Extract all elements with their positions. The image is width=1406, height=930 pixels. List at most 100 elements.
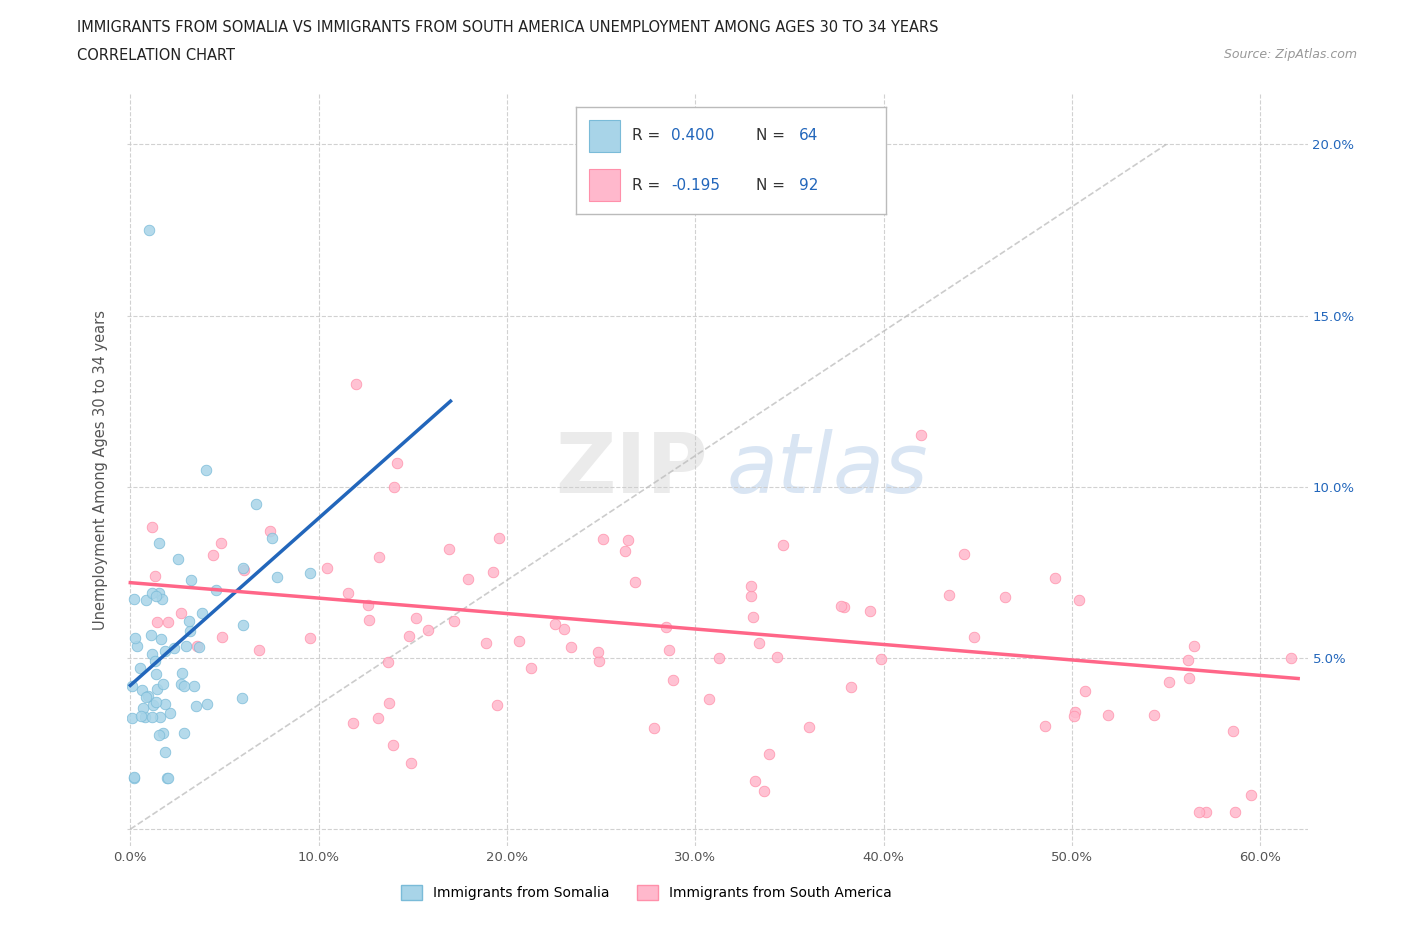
Point [122, 770, 145, 785]
Point [152, 677, 174, 692]
Point [136, 688, 159, 703]
Point [145, 667, 167, 682]
Text: IMMIGRANTS FROM SOMALIA VS IMMIGRANTS FROM SOUTH AMERICA UNEMPLOYMENT AMONG AGES: IMMIGRANTS FROM SOMALIA VS IMMIGRANTS FR… [77, 20, 939, 35]
Point [149, 631, 172, 646]
Point [173, 678, 195, 693]
Point [520, 661, 543, 676]
Text: 0.400: 0.400 [671, 128, 714, 143]
Point [1063, 709, 1085, 724]
Point [1043, 571, 1066, 586]
Point [298, 631, 321, 645]
Point [145, 568, 167, 583]
Point [135, 593, 157, 608]
Point [357, 612, 380, 627]
Point [839, 680, 862, 695]
Point [368, 550, 391, 565]
Point [697, 692, 720, 707]
Point [378, 696, 401, 711]
Point [201, 548, 224, 563]
Point [357, 597, 380, 612]
Point [1178, 671, 1201, 685]
Point [586, 644, 609, 659]
Point [209, 536, 232, 551]
Point [488, 531, 510, 546]
Point [121, 711, 143, 725]
Point [138, 222, 160, 237]
Point [662, 673, 685, 688]
Point [131, 683, 153, 698]
Point [481, 565, 503, 579]
Bar [589, 120, 620, 152]
Point [176, 639, 198, 654]
Point [173, 726, 195, 741]
Bar [589, 169, 620, 201]
Point [170, 676, 193, 691]
Point [122, 591, 145, 606]
Point [145, 653, 167, 668]
Point [245, 497, 267, 512]
Point [1035, 718, 1057, 733]
Text: ZIP: ZIP [555, 429, 707, 511]
Point [148, 727, 170, 742]
Point [141, 646, 163, 661]
Text: R =: R = [633, 128, 665, 143]
Point [560, 640, 582, 655]
Text: 92: 92 [799, 178, 818, 193]
Point [709, 651, 731, 666]
Point [166, 551, 188, 566]
Point [1143, 708, 1166, 723]
Point [766, 650, 789, 665]
Point [149, 710, 172, 724]
Point [437, 541, 460, 556]
Point [155, 644, 177, 658]
Point [740, 578, 762, 593]
Point [758, 747, 780, 762]
Point [342, 716, 364, 731]
Y-axis label: Unemployment Among Ages 30 to 34 years: Unemployment Among Ages 30 to 34 years [93, 310, 108, 630]
Text: CORRELATION CHART: CORRELATION CHART [77, 48, 235, 63]
Point [148, 586, 170, 601]
Point [155, 745, 177, 760]
Point [170, 606, 193, 621]
Point [1177, 652, 1199, 667]
Point [474, 635, 496, 650]
Point [624, 575, 647, 590]
Point [156, 770, 179, 785]
Point [1188, 804, 1211, 819]
Point [830, 599, 852, 614]
Point [232, 618, 254, 632]
Point [1097, 708, 1119, 723]
Point [190, 606, 212, 621]
Point [344, 377, 367, 392]
Point [382, 479, 405, 494]
Point [205, 583, 228, 598]
Point [938, 588, 960, 603]
Point [146, 682, 169, 697]
Point [655, 619, 678, 634]
Point [387, 456, 409, 471]
Point [443, 614, 465, 629]
Point [156, 615, 179, 630]
Point [485, 698, 508, 712]
Point [1225, 804, 1247, 819]
Point [183, 679, 205, 694]
Point [128, 661, 150, 676]
Point [142, 698, 165, 712]
Point [298, 565, 321, 580]
Point [177, 614, 200, 629]
Point [643, 720, 665, 735]
Point [162, 641, 184, 656]
Point [122, 769, 145, 784]
Point [148, 535, 170, 550]
Point [382, 737, 405, 752]
Point [398, 629, 420, 644]
Point [152, 725, 174, 740]
Point [145, 589, 167, 604]
Point [508, 633, 530, 648]
Text: R =: R = [633, 178, 665, 193]
Point [233, 563, 256, 578]
Text: atlas: atlas [727, 429, 928, 511]
Point [869, 652, 891, 667]
Point [194, 462, 217, 477]
Point [186, 639, 208, 654]
